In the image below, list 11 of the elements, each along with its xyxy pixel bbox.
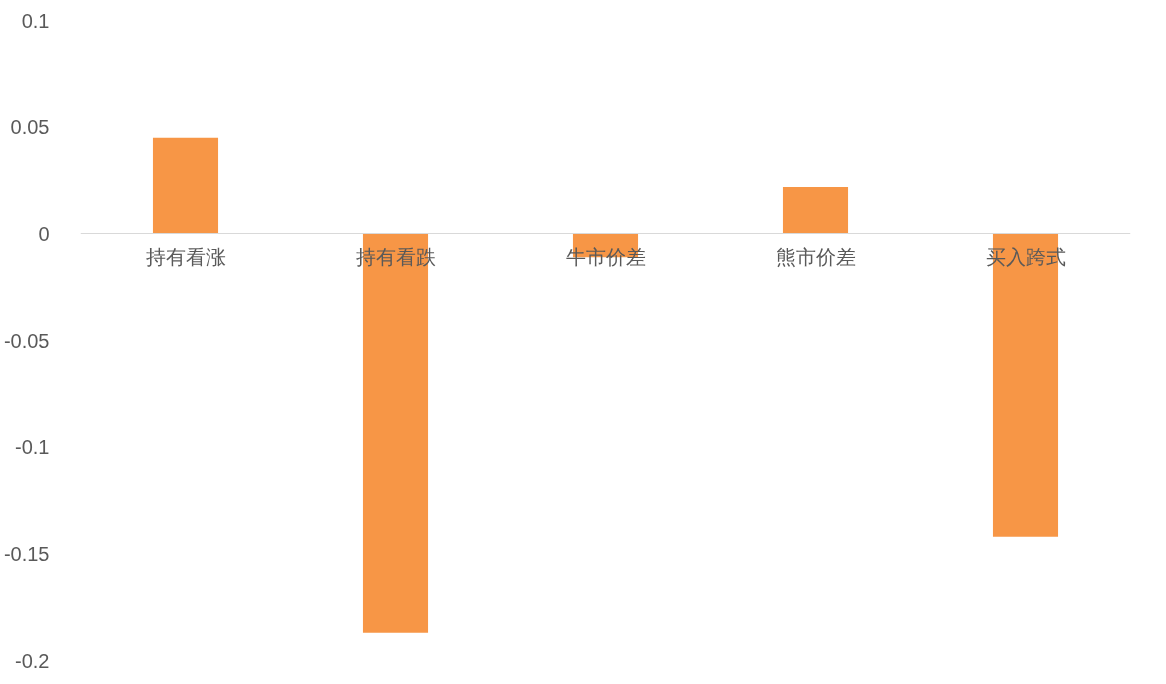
y-tick-label: -0.1 — [15, 436, 50, 459]
bar — [152, 137, 219, 234]
x-tick-label: 持有看涨 — [145, 244, 226, 269]
bar — [782, 186, 849, 234]
y-tick-label: -0.05 — [3, 329, 50, 352]
y-tick-label: 0 — [38, 222, 50, 245]
y-tick-label: 0.05 — [10, 116, 50, 139]
y-tick-label: -0.15 — [3, 542, 50, 565]
y-tick-label: -0.2 — [15, 649, 50, 672]
x-tick-label: 熊市价差 — [775, 244, 856, 269]
y-tick-label: 0.1 — [21, 9, 50, 32]
